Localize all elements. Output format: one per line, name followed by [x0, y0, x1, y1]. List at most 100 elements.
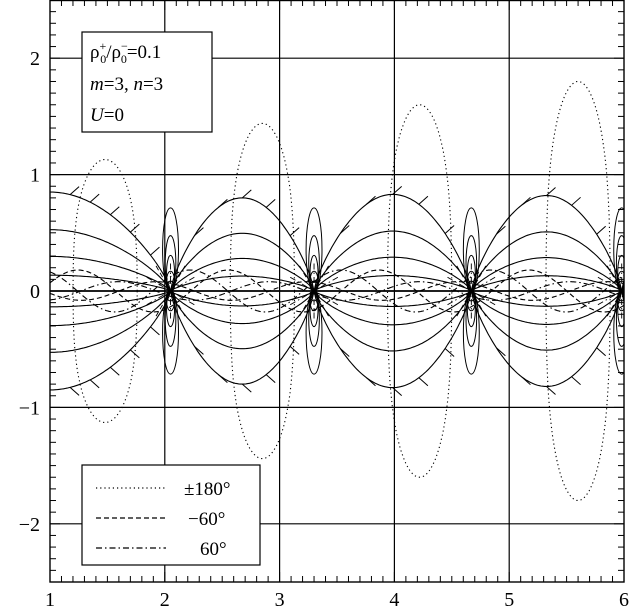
- legend-label-60: 60°: [200, 539, 227, 560]
- contour-radial: [455, 297, 468, 318]
- contour-radial: [298, 264, 311, 285]
- hachure-mark: [241, 383, 252, 393]
- contour-solid: [170, 290, 315, 325]
- hachure-mark: [496, 225, 506, 235]
- contour-dashdot: [50, 269, 624, 313]
- contour-radial: [474, 297, 487, 318]
- legend-label-180: ±180°: [184, 479, 231, 500]
- hachure-mark: [289, 227, 300, 237]
- contour-solid: [470, 231, 623, 292]
- contour-solid: [170, 275, 315, 292]
- hachure-mark: [289, 345, 300, 355]
- contour-radial: [606, 297, 619, 318]
- contour-dotted-lobe: [386, 104, 453, 478]
- annotation-line-1: ρ+ 0/ρ− 0=0.1: [90, 39, 161, 66]
- annotation-rho: ρ: [90, 42, 99, 63]
- hachure-mark: [521, 196, 531, 206]
- contour-radial: [595, 294, 616, 307]
- contour-radial: [298, 297, 311, 318]
- hachure-mark: [418, 377, 429, 387]
- contour-solid: [50, 255, 171, 292]
- hachure-mark: [418, 195, 429, 205]
- legend-label-minus60: −60°: [188, 509, 225, 530]
- hachure-mark: [194, 345, 204, 355]
- y-tick-label: −2: [19, 514, 40, 536]
- hachure-mark: [150, 326, 160, 336]
- y-tick-label: −1: [19, 397, 40, 419]
- contour-radial: [174, 264, 186, 285]
- x-tick-label: 3: [275, 589, 285, 611]
- contour-radial: [177, 275, 197, 288]
- x-tick-label: 2: [160, 589, 170, 611]
- contour-solid: [470, 290, 623, 325]
- annotation-box: ρ+ 0/ρ− 0=0.1 m=3, n=3 U=0: [81, 31, 213, 133]
- x-tick-label: 5: [504, 589, 514, 611]
- annotation-sub1: 0: [100, 52, 106, 66]
- legend-box: [81, 464, 261, 566]
- hachure-mark: [69, 387, 80, 396]
- contour-radial: [626, 265, 637, 284]
- tick-labels: 1 2 3 4 5 6 −2 −1 0 1 2: [19, 48, 629, 611]
- contour-radial: [478, 294, 498, 307]
- contour-solid: [470, 290, 623, 351]
- contour-radial: [445, 294, 465, 307]
- x-tick-label: 4: [389, 589, 399, 611]
- x-tick-label: 1: [45, 589, 55, 611]
- hachure-mark: [571, 196, 581, 206]
- contour-solid: [50, 290, 171, 308]
- contour-radial: [320, 275, 341, 288]
- hachure-mark: [571, 376, 581, 386]
- contour-solid: [313, 274, 472, 292]
- axes: [49, 0, 625, 583]
- hachure-mark: [218, 199, 228, 208]
- hachure-mark: [109, 206, 120, 216]
- contour-solid: [313, 290, 472, 326]
- annotation-line-2: m=3, n=3: [90, 74, 163, 95]
- hachure-mark: [130, 349, 140, 359]
- contour-radial: [155, 297, 167, 318]
- hachure-mark: [130, 223, 140, 233]
- hachure-mark: [392, 186, 403, 195]
- hachure-mark: [150, 246, 160, 256]
- annotation-value: =0.1: [127, 42, 161, 63]
- contour-radial: [626, 298, 637, 317]
- annotation-slash: /ρ: [106, 42, 121, 63]
- x-tick-label: 6: [619, 589, 629, 611]
- hachure-mark: [546, 187, 556, 196]
- contour-solid: [50, 290, 171, 327]
- annotation-line-3: U=0: [90, 105, 124, 126]
- contour-solid: [50, 229, 171, 292]
- contour-dashed: [50, 281, 624, 301]
- contour-solid: [170, 257, 315, 292]
- y-tick-label: 0: [30, 281, 40, 303]
- contour-radial: [144, 294, 164, 307]
- hachure-mark: [265, 199, 276, 208]
- y-tick-label: 2: [30, 48, 40, 70]
- contour-solid: [169, 290, 315, 350]
- annotation-sub2: 0: [121, 52, 127, 66]
- contour-curves: [50, 80, 638, 502]
- hachure-mark: [366, 195, 376, 205]
- contour-radial: [177, 294, 197, 307]
- legend: ±180° −60° 60°: [81, 464, 261, 566]
- contour-radial: [629, 276, 638, 287]
- contour-radial: [629, 295, 638, 306]
- contour-radial: [287, 294, 308, 307]
- contour-radial: [474, 264, 487, 285]
- contour-solid: [169, 232, 315, 292]
- hachure-mark: [241, 189, 252, 199]
- hachure-mark: [496, 347, 506, 357]
- hachure-mark: [546, 386, 556, 395]
- contour-radial: [445, 275, 465, 288]
- annotation-sup1: +: [99, 39, 106, 53]
- hachure-mark: [194, 227, 204, 237]
- contour-solid: [313, 290, 472, 352]
- hachure-mark: [596, 347, 606, 357]
- hachure-mark: [444, 225, 455, 234]
- y-tick-label: 1: [30, 165, 40, 187]
- contour-radial: [595, 275, 616, 288]
- contour-dashdot: [50, 281, 624, 301]
- contour-radial: [287, 275, 308, 288]
- contour-solid: [50, 290, 171, 353]
